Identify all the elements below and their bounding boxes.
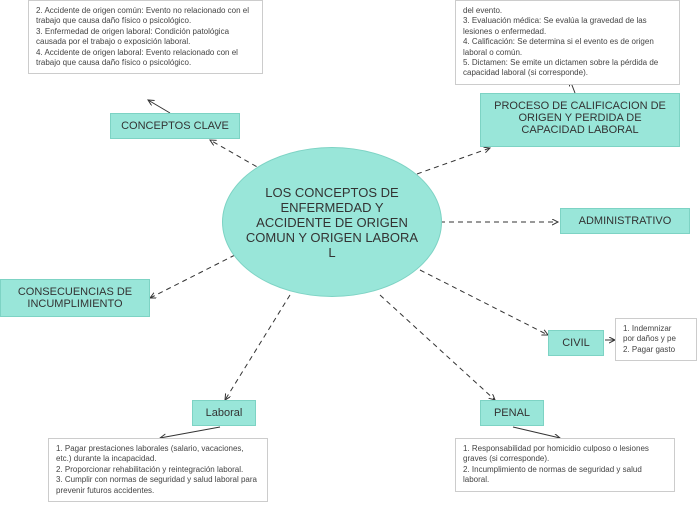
node-label: CIVIL xyxy=(562,337,590,349)
node-laboral: Laboral xyxy=(192,400,256,426)
node-label: PENAL xyxy=(494,407,530,419)
edge-4 xyxy=(380,295,495,400)
node-label: PROCESO DE CALIFICACION DE ORIGEN Y PERD… xyxy=(494,100,666,136)
node-administrativo: ADMINISTRATIVO xyxy=(560,208,690,234)
edge-7 xyxy=(148,100,170,113)
node-civil: CIVIL xyxy=(548,330,604,356)
node-consecuencias: CONSECUENCIAS DE INCUMPLIMIENTO xyxy=(0,279,150,317)
textbox-tb-civil: 1. Indemnizar por daños y pe 2. Pagar ga… xyxy=(615,318,697,361)
node-penal: PENAL xyxy=(480,400,544,426)
edge-11 xyxy=(160,427,220,438)
node-label: CONCEPTOS CLAVE xyxy=(121,120,229,132)
center-node: LOS CONCEPTOS DE ENFERMEDAD Y ACCIDENTE … xyxy=(222,147,442,297)
textbox-tb-penal: 1. Responsabilidad por homicidio culposo… xyxy=(455,438,675,492)
node-label: ADMINISTRATIVO xyxy=(579,215,672,227)
textbox-tb-proceso: del evento. 3. Evaluación médica: Se eva… xyxy=(455,0,680,85)
node-label: Laboral xyxy=(206,407,243,419)
edge-5 xyxy=(225,295,290,400)
center-label: LOS CONCEPTOS DE ENFERMEDAD Y ACCIDENTE … xyxy=(243,185,421,260)
edge-6 xyxy=(150,255,235,298)
node-label: CONSECUENCIAS DE INCUMPLIMIENTO xyxy=(18,286,132,310)
edge-10 xyxy=(513,427,560,438)
node-proceso: PROCESO DE CALIFICACION DE ORIGEN Y PERD… xyxy=(480,93,680,147)
textbox-tb-conceptos: 2. Accidente de origen común: Evento no … xyxy=(28,0,263,74)
textbox-tb-laboral: 1. Pagar prestaciones laborales (salario… xyxy=(48,438,268,502)
edge-3 xyxy=(420,270,548,335)
node-conceptos: CONCEPTOS CLAVE xyxy=(110,113,240,139)
